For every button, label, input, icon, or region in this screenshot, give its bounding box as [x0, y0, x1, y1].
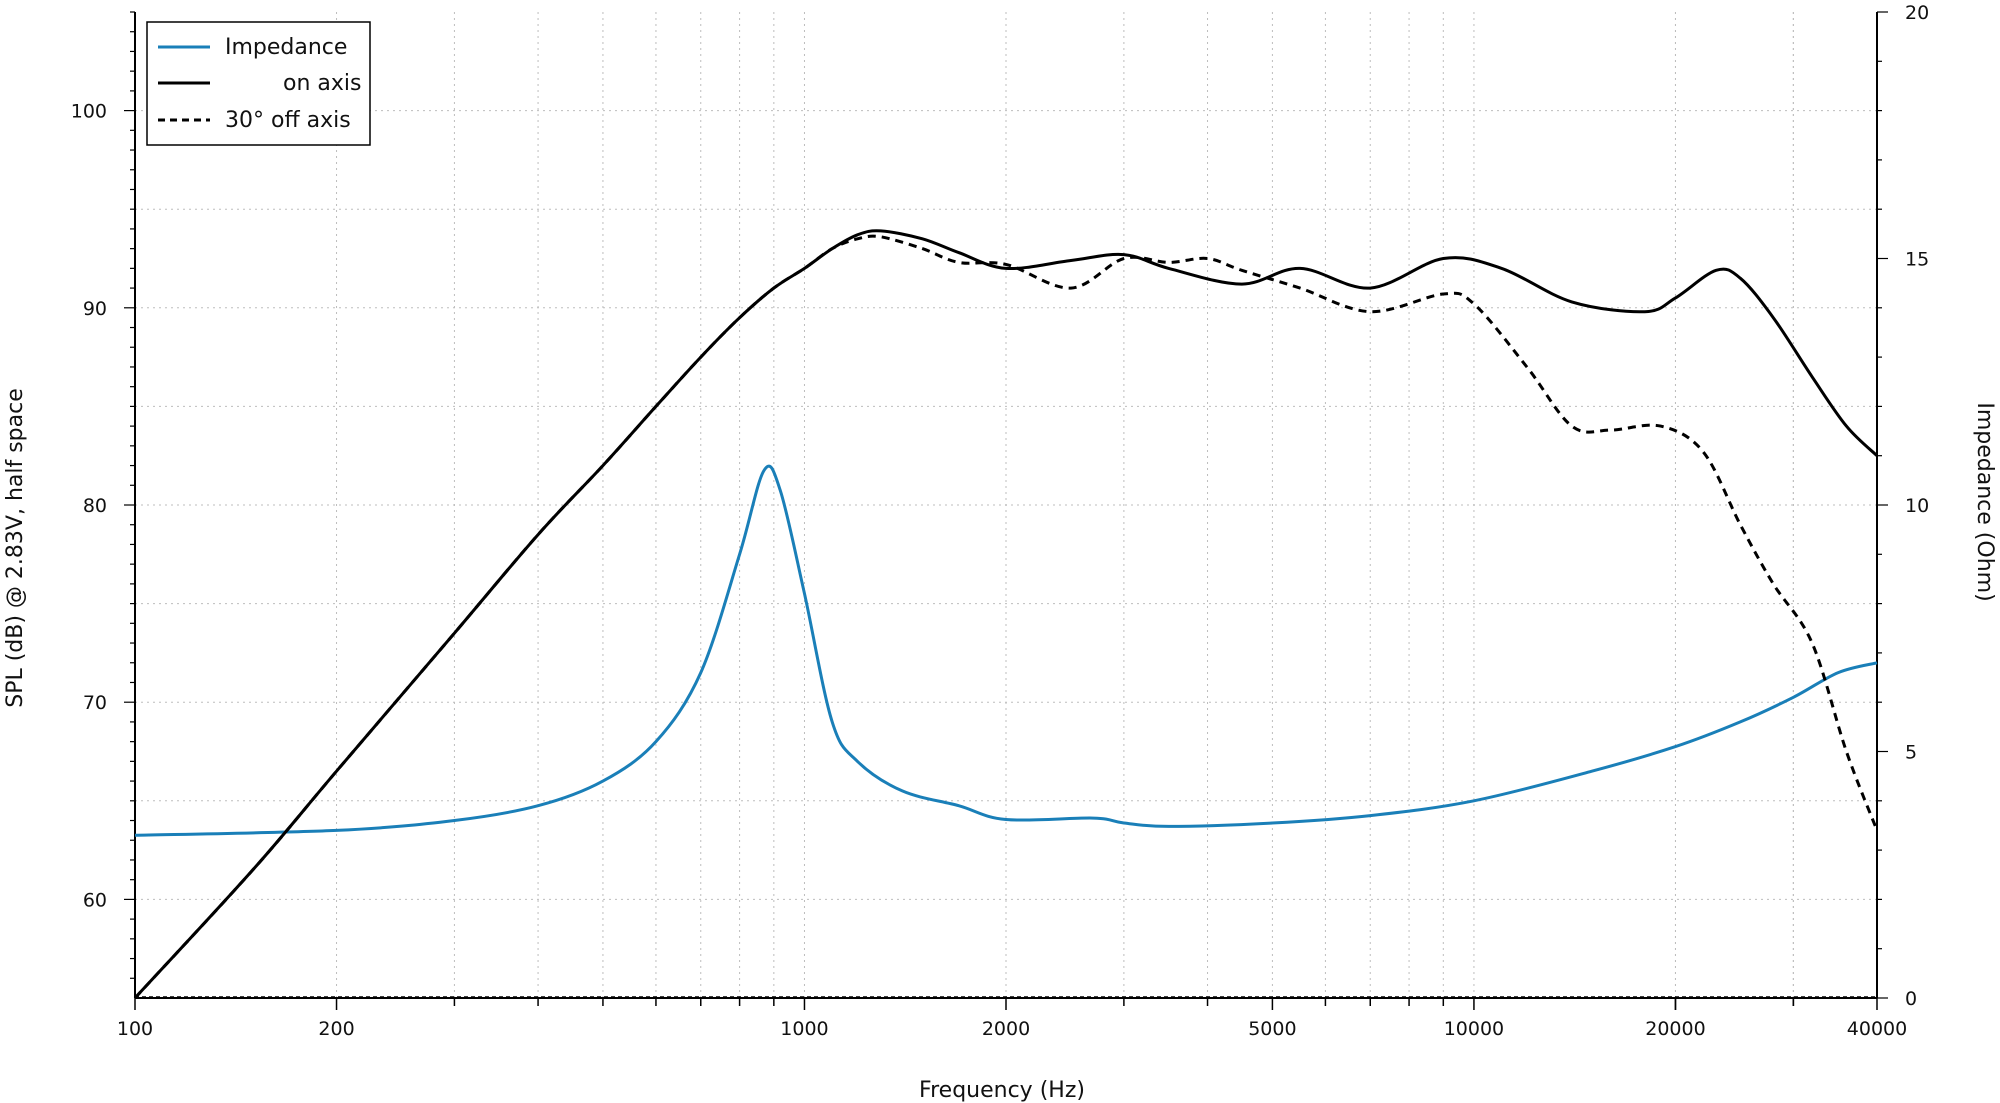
axes-layer: 100 200 1000 2000 5000 10000 20000 400006070809… — [71, 2, 1929, 1040]
x-axis-title: Frequency (Hz) — [919, 1078, 1085, 1103]
y-left-tick-label: 80 — [83, 495, 107, 517]
legend-label-off-axis: 30° off axis — [225, 108, 351, 133]
x-tick-label: 2000 — [982, 1018, 1030, 1040]
y-right-tick-label: 15 — [1905, 249, 1929, 271]
y-left-tick-label: 100 — [71, 101, 107, 123]
x-tick-label: 100 — [117, 1018, 153, 1040]
y-left-tick-label: 90 — [83, 298, 107, 320]
off-axis-curve — [133, 234, 1879, 1000]
impedance-curve — [134, 464, 1878, 837]
y-left-tick-label: 70 — [83, 692, 107, 714]
y-right-tick-label: 10 — [1905, 495, 1929, 517]
x-tick-label: 40000 — [1847, 1018, 1907, 1040]
x-tick-label: 1000 — [780, 1018, 828, 1040]
y-left-tick-label: 60 — [83, 889, 107, 911]
y-axis-right-title: Impedance (Ohm) — [1972, 402, 1997, 601]
x-tick-label: 200 — [318, 1018, 354, 1040]
legend-label-on-axis: on axis — [283, 71, 361, 96]
y-right-tick-label: 20 — [1905, 2, 1929, 24]
y-axis-left-title: SPL (dB) @ 2.83V, half space — [3, 388, 28, 708]
y-right-tick-label: 5 — [1905, 742, 1917, 764]
x-tick-label: 10000 — [1444, 1018, 1504, 1040]
y-right-tick-label: 0 — [1905, 988, 1917, 1010]
grid-layer — [135, 12, 1877, 998]
x-tick-label: 20000 — [1645, 1018, 1705, 1040]
legend-label-impedance: Impedance — [225, 35, 347, 60]
series-layer — [133, 229, 1879, 1000]
x-tick-label: 5000 — [1248, 1018, 1296, 1040]
legend: Impedance on axis 30° off axis — [146, 21, 371, 146]
on-axis-curve — [133, 229, 1879, 1000]
